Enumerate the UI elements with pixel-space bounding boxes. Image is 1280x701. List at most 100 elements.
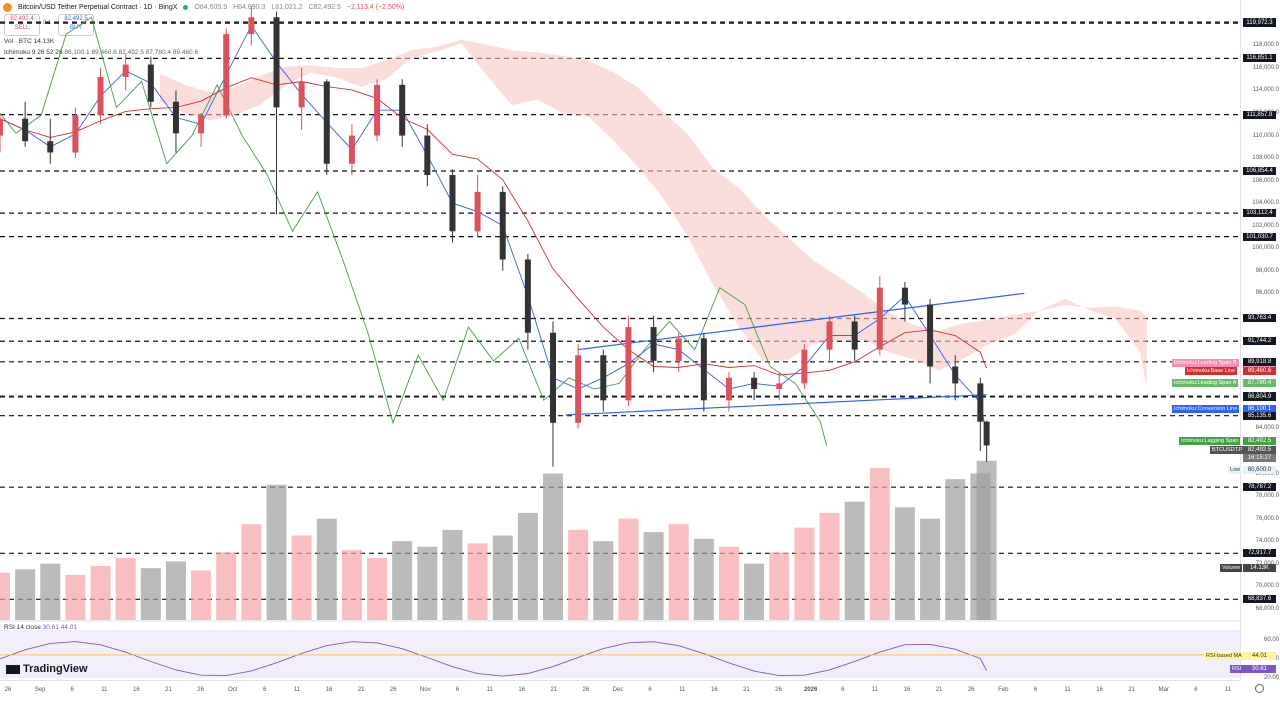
rsi-legend-label: RSI 14 close: [4, 624, 41, 631]
ohlc-open: O84,605.9: [194, 3, 228, 11]
candle-body: [550, 332, 557, 423]
price-level-tag: 68,837.6: [1243, 595, 1276, 604]
time-axis-label: 11: [101, 687, 108, 693]
lagging-span-label: Ichimoku:Lagging Span: [1179, 437, 1241, 445]
price-level-tag: 103,112.4: [1243, 209, 1276, 218]
candle-body: [876, 287, 883, 350]
time-axis-label: 21: [165, 687, 172, 693]
price-axis-tick-label: 78,000.0: [1255, 493, 1279, 500]
buy-price: 82,492.5: [64, 16, 88, 22]
volume-bar: [241, 524, 262, 620]
time-axis-label: 26: [967, 687, 975, 693]
time-axis-label: Nov: [420, 687, 431, 693]
rsi-line: [0, 641, 987, 677]
volume-bar: [869, 467, 890, 620]
time-axis-label: Mar: [1158, 687, 1169, 693]
volume-bar: [769, 552, 790, 620]
ichimoku-legend-label: Ichimoku 9 26 52 26: [4, 49, 63, 56]
volume-legend[interactable]: Vol · BTC 14.13K: [4, 38, 54, 45]
market-open-icon: [183, 4, 189, 10]
candle-body: [348, 135, 355, 164]
channel-lower-line: [565, 394, 987, 416]
time-axis-label: 11: [293, 687, 301, 693]
candle-body: [97, 76, 104, 116]
volume-bar: [593, 541, 614, 620]
candle-body: [650, 327, 657, 361]
time-axis-label: 6: [455, 687, 460, 693]
rsi-value: 30.61: [1243, 665, 1276, 673]
candle-body: [725, 377, 732, 401]
time-axis-label: 6: [1194, 687, 1198, 693]
price-axis-tick-label: 108,000.0: [1252, 155, 1279, 162]
candle-body: [22, 118, 29, 142]
volume-bar: [15, 569, 36, 620]
time-axis-label: 11: [1224, 687, 1232, 693]
candle-body: [449, 174, 456, 232]
candle-body: [0, 118, 3, 136]
volume-bar: [568, 529, 589, 620]
candle-body: [801, 349, 808, 384]
candle-body: [499, 191, 506, 260]
candle-body: [198, 115, 205, 134]
ichimoku-legend[interactable]: Ichimoku 9 26 52 26 86,100.1 89,460.6 82…: [4, 49, 198, 56]
volume-bar: [718, 546, 739, 620]
base-line-value: 89,460.6: [1243, 367, 1276, 375]
price-axis-tick-label: 100,000.0: [1252, 245, 1279, 252]
time-axis-label: 11: [679, 687, 686, 693]
candle-body: [700, 338, 707, 401]
price-level-tag: 89,918.8: [1243, 357, 1276, 366]
price-axis-tick-label: 104,000.0: [1252, 200, 1279, 207]
ohlc-close: C82,492.5: [308, 3, 341, 11]
price-axis-tick-label: 84,000.0: [1255, 425, 1279, 432]
volume-bar: [618, 518, 639, 620]
price-level-tag: 78,787.2: [1243, 483, 1276, 492]
rsi-axis-tick-label: 60.00: [1263, 636, 1279, 643]
price-level-tag: 111,857.8: [1243, 110, 1276, 119]
volume-bar: [90, 565, 111, 620]
rsi-label-tag: RSI: [1230, 665, 1244, 673]
candle-body: [983, 421, 990, 446]
rsi-pane-background: [0, 630, 1240, 678]
leading-span-a-label: Ichimoku:Leading Span A: [1172, 379, 1239, 387]
leading-span-a-value: 87,780.4: [1243, 379, 1276, 387]
time-axis-label: 11: [871, 687, 878, 693]
candle-body: [273, 17, 280, 108]
price-level-tag: 116,851.1: [1243, 54, 1276, 63]
candle-body: [172, 101, 179, 134]
candle-body: [47, 141, 54, 153]
rsi-legend[interactable]: RSI 14 close 30.61 44.01: [4, 624, 77, 631]
candle-body: [776, 383, 783, 390]
rsi-legend-values: 30.61 44.01: [42, 624, 78, 631]
time-axis-label: 26: [4, 687, 12, 693]
time-axis-label: 16: [903, 687, 911, 693]
candle-body: [248, 17, 255, 35]
volume-bar: [341, 550, 362, 620]
base-line: [0, 77, 988, 376]
time-axis[interactable]: 26 Sep 6 11 16 21 26 Oct 6 11 16 21 26 Nov 6 11 16 21 26 De…: [0, 680, 1240, 701]
time-axis-label: 21: [935, 687, 943, 693]
sell-button[interactable]: 82,492.4 SELL: [4, 14, 40, 36]
rsi-ma-label: RSI-based MA: [1204, 652, 1244, 660]
volume-legend-label: Vol · BTC: [4, 38, 32, 45]
time-axis-label: 21: [743, 687, 750, 693]
price-level-tag: 85,135.6: [1243, 411, 1276, 420]
volume-label: Volume: [1220, 564, 1243, 572]
time-axis-label: 26: [582, 687, 590, 693]
bar-countdown: 16:15:27: [1243, 454, 1276, 462]
time-axis-label: 11: [486, 687, 493, 693]
price-axis-tick-label: 106,000.0: [1252, 177, 1279, 184]
lagging-span-value: 82,492.5: [1243, 437, 1276, 445]
candle-body: [424, 135, 431, 175]
volume-bar: [543, 473, 564, 620]
price-chart[interactable]: [0, 0, 1240, 680]
candle-body: [751, 377, 758, 390]
volume-bar: [392, 541, 413, 620]
rsi-axis-tick-label: 20.00: [1263, 675, 1279, 681]
price-level-tag: 119,972.3: [1243, 19, 1276, 28]
ichimoku-cloud: [160, 39, 1147, 388]
low-label: Low: [1228, 466, 1243, 474]
gear-icon[interactable]: [1255, 684, 1264, 693]
ohlc-low: L81,021.2: [271, 3, 303, 11]
price-level-tag: 91,744.2: [1243, 337, 1276, 346]
symbol-title[interactable]: Bitcoin/USD Tether Perpetual Contract · …: [18, 3, 178, 11]
